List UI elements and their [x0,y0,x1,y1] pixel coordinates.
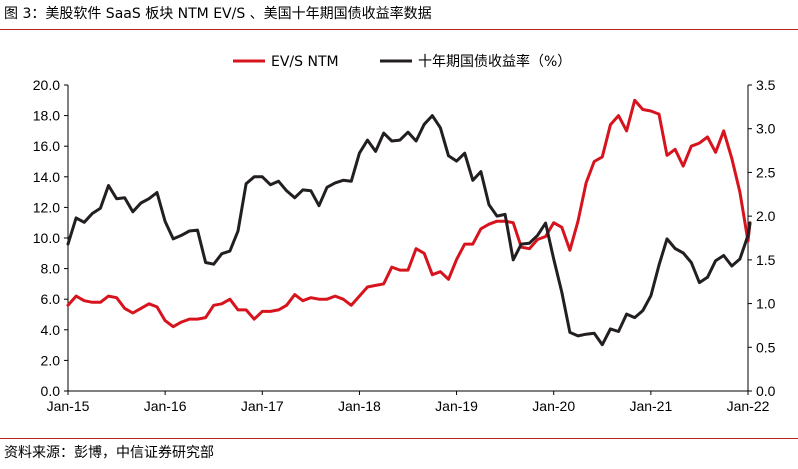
right-tick-label: 3.5 [756,77,776,93]
left-tick-label: 6.0 [41,291,61,307]
legend: EV/S NTM 十年期国债收益率（%） [233,53,571,70]
right-tick-label: 0.5 [756,339,776,355]
right-tick-label: 0.0 [756,383,776,399]
left-tick-label: 18.0 [33,108,60,124]
x-tick-label: Jan-19 [435,398,478,414]
top-rule [0,29,798,30]
chart-title: 图 3：美股软件 SaaS 板块 NTM EV/S 、美国十年期国债收益率数据 [4,6,432,22]
right-tick-label: 1.5 [756,252,776,268]
bottom-rule [0,438,798,439]
chart: 0.0 2.0 4.0 6.0 8.0 10.0 12.0 14.0 16.0 18.0 20.0 0… [33,53,776,414]
right-tick-label: 2.0 [756,208,776,224]
x-tick-label: Jan-20 [532,398,575,414]
x-tick-label: Jan-18 [338,398,381,414]
left-tick-label: 20.0 [33,77,60,93]
right-tick-label: 2.5 [756,164,776,180]
x-tick-label: Jan-15 [47,398,90,414]
left-tick-label: 2.0 [41,352,61,368]
left-tick-label: 4.0 [41,322,61,338]
source-note: 资料来源：彭博，中信证券研究部 [4,445,214,461]
x-tick-label: Jan-21 [629,398,672,414]
series-line-yield [66,114,752,347]
left-tick-label: 16.0 [33,138,60,154]
plot-area [66,98,752,347]
x-tick-label: Jan-22 [727,398,770,414]
x-tick-label: Jan-17 [241,398,284,414]
legend-label-ev-s: EV/S NTM [271,54,339,70]
series-line-ev-s [66,98,752,329]
left-tick-label: 14.0 [33,169,60,185]
left-tick-label: 0.0 [41,383,61,399]
left-tick-label: 8.0 [41,261,61,277]
axes: 0.0 2.0 4.0 6.0 8.0 10.0 12.0 14.0 16.0 18.0 20.0 0… [33,77,776,414]
right-tick-label: 1.0 [756,296,776,312]
x-tick-label: Jan-16 [144,398,187,414]
left-tick-label: 10.0 [33,230,60,246]
left-tick-label: 12.0 [33,199,60,215]
legend-label-yield: 十年期国债收益率（%） [418,53,571,70]
right-tick-label: 3.0 [756,121,776,137]
